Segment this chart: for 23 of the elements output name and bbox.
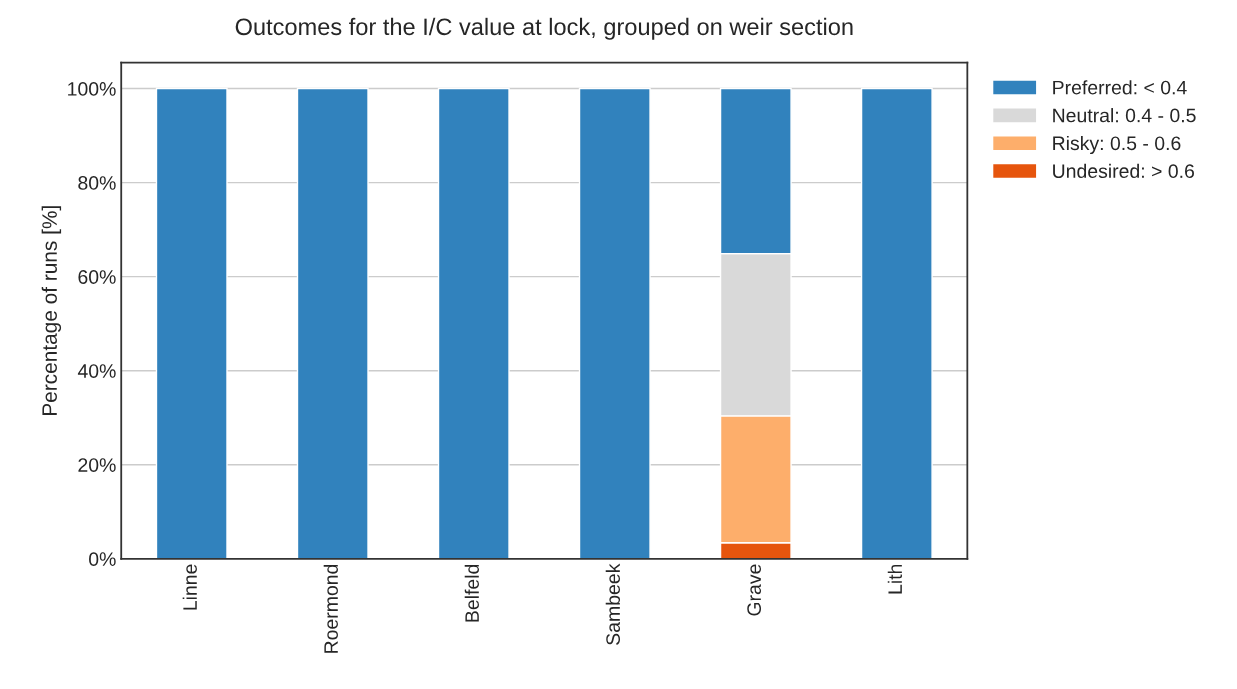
bar <box>578 87 651 559</box>
y-axis-title: Percentage of runs [%] <box>41 206 62 415</box>
bar <box>155 87 228 559</box>
bar <box>437 87 510 559</box>
y-tick-label: 20% <box>78 458 116 472</box>
x-tick-label: Linne <box>182 564 197 610</box>
legend-label: Preferred: < 0.4 <box>1053 80 1187 95</box>
y-tick-label: 80% <box>78 176 116 190</box>
x-tick-label: Belfeld <box>464 564 479 622</box>
legend-label: Neutral: 0.4 - 0.5 <box>1053 108 1196 123</box>
x-tick-label: Grave <box>747 564 762 616</box>
bar <box>296 87 369 559</box>
legend-label: Undesired: > 0.6 <box>1053 163 1194 179</box>
chart-title: Outcomes for the I/C value at lock, grouped on weir section <box>235 17 853 40</box>
y-tick-label: 100% <box>68 82 116 96</box>
y-tick-label: 60% <box>78 270 116 284</box>
y-tick-label: 40% <box>77 364 116 378</box>
legend-label: Risky: 0.5 - 0.6 <box>1053 135 1181 155</box>
x-tick-label: Roermond <box>323 564 338 653</box>
x-tick-label: Lith <box>887 564 903 594</box>
bar <box>860 87 933 559</box>
y-tick-label: 0% <box>89 552 116 567</box>
x-tick-label: Sambeek <box>605 563 621 645</box>
